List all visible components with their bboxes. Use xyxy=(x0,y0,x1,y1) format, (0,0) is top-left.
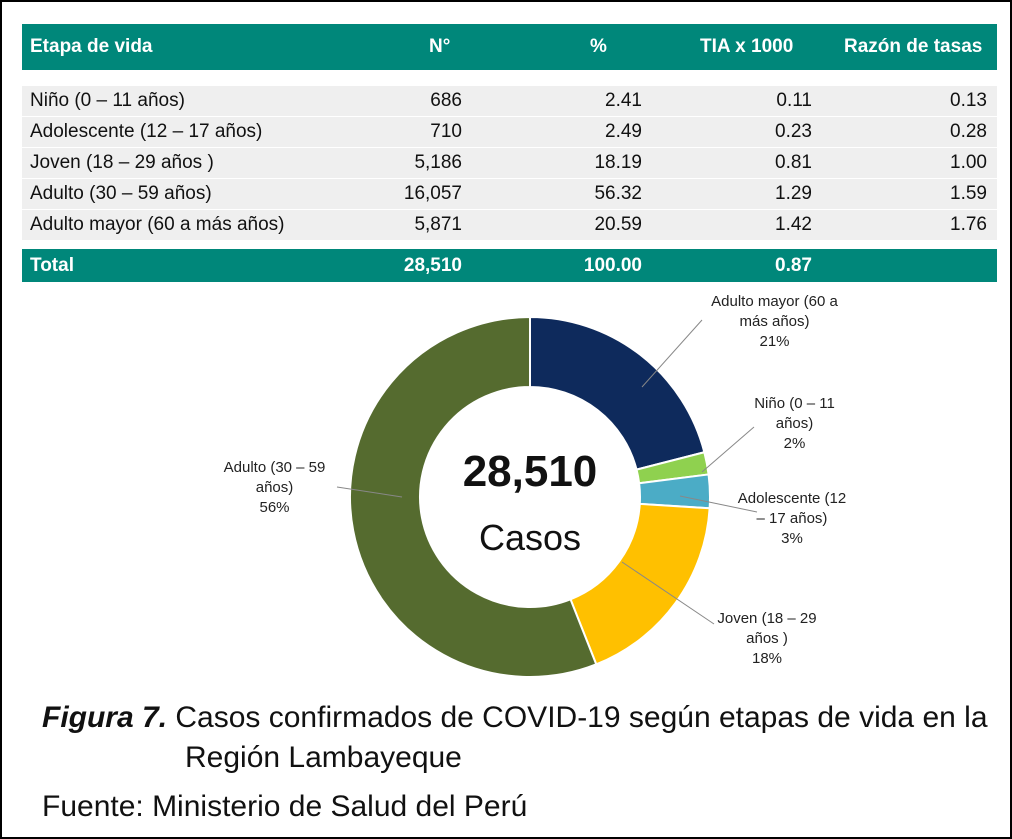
cell: 28,510 xyxy=(403,255,462,276)
table-row: Adulto (30 – 59 años) 16,057 56.32 1.29 1.59 xyxy=(22,179,997,209)
cell: 5,871 xyxy=(414,214,462,235)
caption: Figura 7. Casos confirmados de COVID-19 … xyxy=(42,698,997,778)
cell: 5,186 xyxy=(414,152,462,173)
header-row: Etapa de vida N°% TIA x 1000 Razón de tasas xyxy=(22,24,997,70)
segment-label: Joven (18 – 29 años ) 18% xyxy=(712,609,822,669)
cell: 710 xyxy=(430,121,462,142)
header-cell: TIA x 1000 xyxy=(700,36,794,57)
cell: 1.59 xyxy=(950,183,987,204)
header-cell: Razón de tasas xyxy=(844,36,983,57)
cell: Joven (18 – 29 años ) xyxy=(30,152,214,173)
cell: 0.13 xyxy=(950,90,987,111)
table-row: Joven (18 – 29 años ) 5,186 18.19 0.81 1.00 xyxy=(22,148,997,178)
cell: 20.59 xyxy=(594,214,642,235)
segment-name: Joven (18 – 29 años ) xyxy=(717,610,817,647)
leader-line xyxy=(336,486,403,498)
cell: 0.81 xyxy=(775,152,812,173)
cell: 1.42 xyxy=(775,214,812,235)
cell: 686 xyxy=(430,90,462,111)
segment-value: 56% xyxy=(259,499,290,516)
segment-name: Niño (0 – 11 años) xyxy=(754,395,835,432)
segment-name: Adulto (30 – 59 años) xyxy=(223,459,326,496)
leader-line xyxy=(641,319,703,388)
total-row: Total 28,510 100.00 0.87 xyxy=(22,249,997,282)
cell: Adulto (30 – 59 años) xyxy=(30,183,212,204)
cell: 0.11 xyxy=(776,90,812,111)
cell: Adolescente (12 – 17 años) xyxy=(30,121,263,142)
cell: 0.23 xyxy=(775,121,812,142)
table-row: Niño (0 – 11 años) 686 2.41 0.11 0.13 xyxy=(22,86,997,116)
cell: 2.41 xyxy=(605,90,642,111)
cell: 1.00 xyxy=(950,152,987,173)
header-cell: % xyxy=(590,36,607,57)
leader-line xyxy=(621,561,715,625)
table-row: Adulto mayor (60 a más años) 5,871 20.59 1.… xyxy=(22,210,997,240)
cell: 100.00 xyxy=(583,255,642,276)
header-cell: Etapa de vida xyxy=(30,36,153,57)
center-value: 28,510 xyxy=(462,447,598,496)
cell: 16,057 xyxy=(403,183,462,204)
leader-line xyxy=(679,495,758,513)
donut-segment xyxy=(529,315,706,471)
caption-label: Figura 7. xyxy=(42,701,168,734)
segment-name: Adolescente (12 – 17 años) xyxy=(737,490,847,527)
cell: 56.32 xyxy=(594,183,642,204)
cell: Niño (0 – 11 años) xyxy=(30,90,185,111)
cell: 1.29 xyxy=(775,183,812,204)
segment-value: 2% xyxy=(783,435,806,452)
segment-label: Adulto (30 – 59 años) 56% xyxy=(207,458,342,518)
cell: 0.87 xyxy=(775,255,812,276)
segment-value: 3% xyxy=(781,530,803,547)
cell: 0.28 xyxy=(950,121,987,142)
cell: Adulto mayor (60 a más años) xyxy=(30,214,285,235)
cell: 2.49 xyxy=(605,121,642,142)
table-row: Adolescente (12 – 17 años) 710 2.49 0.23 0.2… xyxy=(22,117,997,147)
center-label: Casos xyxy=(478,517,582,558)
segment-label: Adolescente (12 – 17 años) 3% xyxy=(732,489,852,549)
header-cell: N° xyxy=(429,36,451,57)
cell: 18.19 xyxy=(594,152,642,173)
cell: Total xyxy=(30,255,74,276)
caption-text: Casos confirmados de COVID-19 según etap… xyxy=(175,701,988,774)
segment-value: 18% xyxy=(751,650,783,667)
source: Fuente: Ministerio de Salud del Perú xyxy=(42,790,528,823)
segment-name: Adulto mayor (60 a más años) xyxy=(711,293,838,330)
donut-segment xyxy=(349,315,598,678)
leader-line xyxy=(701,426,755,473)
segment-value: 21% xyxy=(759,333,790,350)
segment-label: Niño (0 – 11 años) 2% xyxy=(752,394,837,454)
cell: 1.76 xyxy=(950,214,987,235)
segment-label: Adulto mayor (60 a más años) 21% xyxy=(707,292,842,352)
